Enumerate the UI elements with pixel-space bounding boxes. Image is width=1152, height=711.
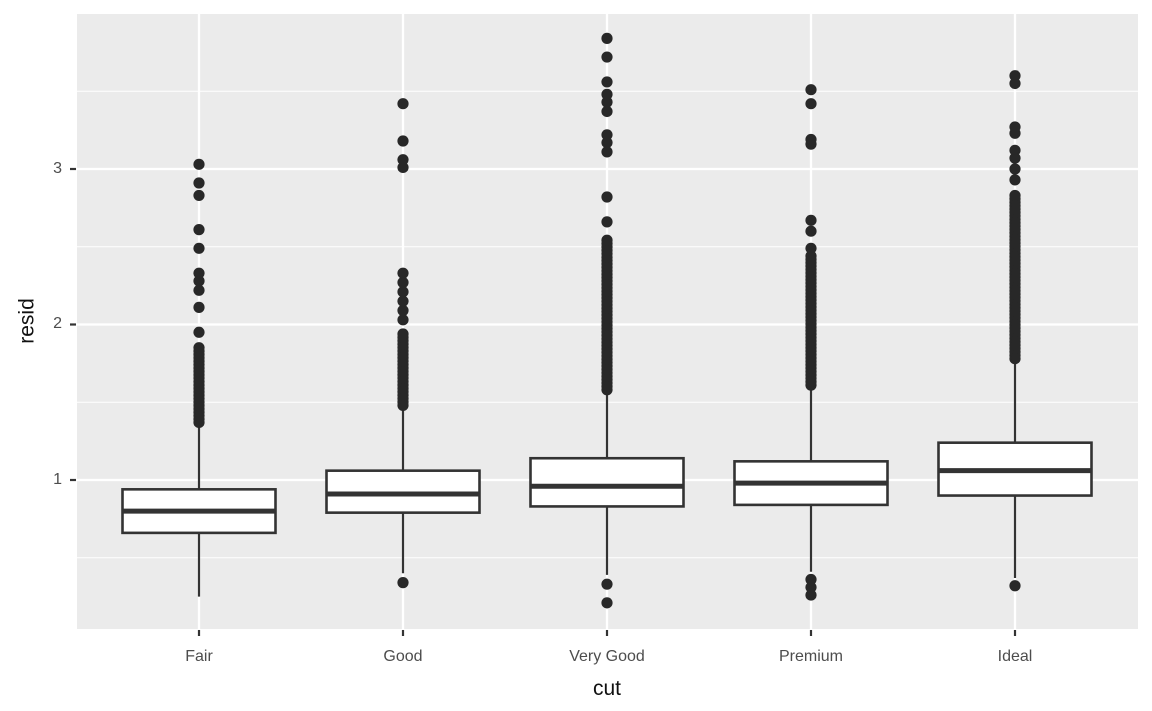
outlier-dot-very-good xyxy=(601,136,613,149)
outlier-dot-good xyxy=(397,154,409,166)
outlier-dot-fair xyxy=(193,189,205,202)
outlier-dot-good xyxy=(397,577,409,589)
outlier-dot-premium xyxy=(805,133,817,146)
x-tick-label-very-good: Very Good xyxy=(569,648,645,665)
outlier-dot-ideal xyxy=(1009,70,1021,82)
outlier-dot-ideal xyxy=(1009,189,1021,202)
outlier-dot-very-good xyxy=(601,96,613,108)
outlier-dot-premium xyxy=(805,98,817,110)
outlier-dot-fair xyxy=(193,342,205,354)
outlier-dot-fair xyxy=(193,275,205,287)
outlier-dot-very-good xyxy=(601,578,613,590)
x-tick-label-fair: Fair xyxy=(185,648,213,665)
outlier-dot-very-good xyxy=(601,191,613,203)
outlier-dot-very-good xyxy=(601,216,613,228)
outlier-dot-good xyxy=(397,295,409,307)
x-axis-title: cut xyxy=(592,677,621,700)
outlier-dot-ideal xyxy=(1009,121,1021,133)
outlier-dot-ideal xyxy=(1009,77,1021,90)
outlier-dot-premium xyxy=(805,581,817,593)
x-tick-label-premium: Premium xyxy=(778,648,843,665)
outlier-dot-good xyxy=(397,267,409,279)
outlier-dot-very-good xyxy=(601,597,613,609)
outlier-dot-ideal xyxy=(1009,152,1021,164)
outlier-dot-ideal xyxy=(1009,174,1021,186)
outlier-dot-fair xyxy=(193,242,205,254)
outlier-dot-very-good xyxy=(601,105,613,118)
outlier-dot-premium xyxy=(805,225,817,237)
outlier-dot-ideal xyxy=(1009,163,1021,175)
y-tick-label-2: 2 xyxy=(53,315,62,332)
y-axis-title: resid xyxy=(15,298,39,344)
outlier-dot-fair xyxy=(193,177,205,189)
outlier-dot-very-good xyxy=(601,51,613,63)
outlier-dot-ideal xyxy=(1009,580,1021,592)
outlier-dot-good xyxy=(397,314,409,326)
outlier-dot-premium xyxy=(805,242,817,254)
outlier-dot-very-good xyxy=(601,129,613,141)
y-tick-label-1: 1 xyxy=(53,471,62,488)
outlier-dot-very-good xyxy=(601,76,613,88)
outlier-dot-fair xyxy=(193,326,205,338)
outlier-dot-premium xyxy=(805,214,817,226)
outlier-dot-good xyxy=(397,135,409,147)
outlier-dot-fair xyxy=(193,284,205,296)
outlier-dot-good xyxy=(397,98,409,110)
box-very-good xyxy=(529,456,685,508)
outlier-dot-good xyxy=(397,276,409,289)
outlier-dot-very-good xyxy=(601,32,613,44)
outlier-dot-very-good xyxy=(601,146,613,158)
outlier-dot-fair xyxy=(193,158,205,170)
outlier-dot-premium xyxy=(805,84,817,96)
outlier-dot-very-good xyxy=(601,88,613,100)
outlier-dot-fair xyxy=(193,301,205,313)
outlier-dot-fair xyxy=(193,267,205,279)
y-tick-label-3: 3 xyxy=(53,160,62,177)
outlier-dot-fair xyxy=(193,224,205,236)
outlier-dot-premium xyxy=(805,573,817,586)
outlier-dot-good xyxy=(397,286,409,298)
x-tick-label-good: Good xyxy=(383,648,423,665)
outlier-dot-premium xyxy=(805,589,817,601)
x-tick-label-ideal: Ideal xyxy=(997,648,1033,665)
outlier-dot-ideal xyxy=(1009,144,1021,156)
outlier-dot-good xyxy=(397,161,409,174)
outlier-dot-very-good xyxy=(601,234,613,246)
outlier-dot-good xyxy=(397,328,409,340)
outlier-dot-good xyxy=(397,304,409,317)
